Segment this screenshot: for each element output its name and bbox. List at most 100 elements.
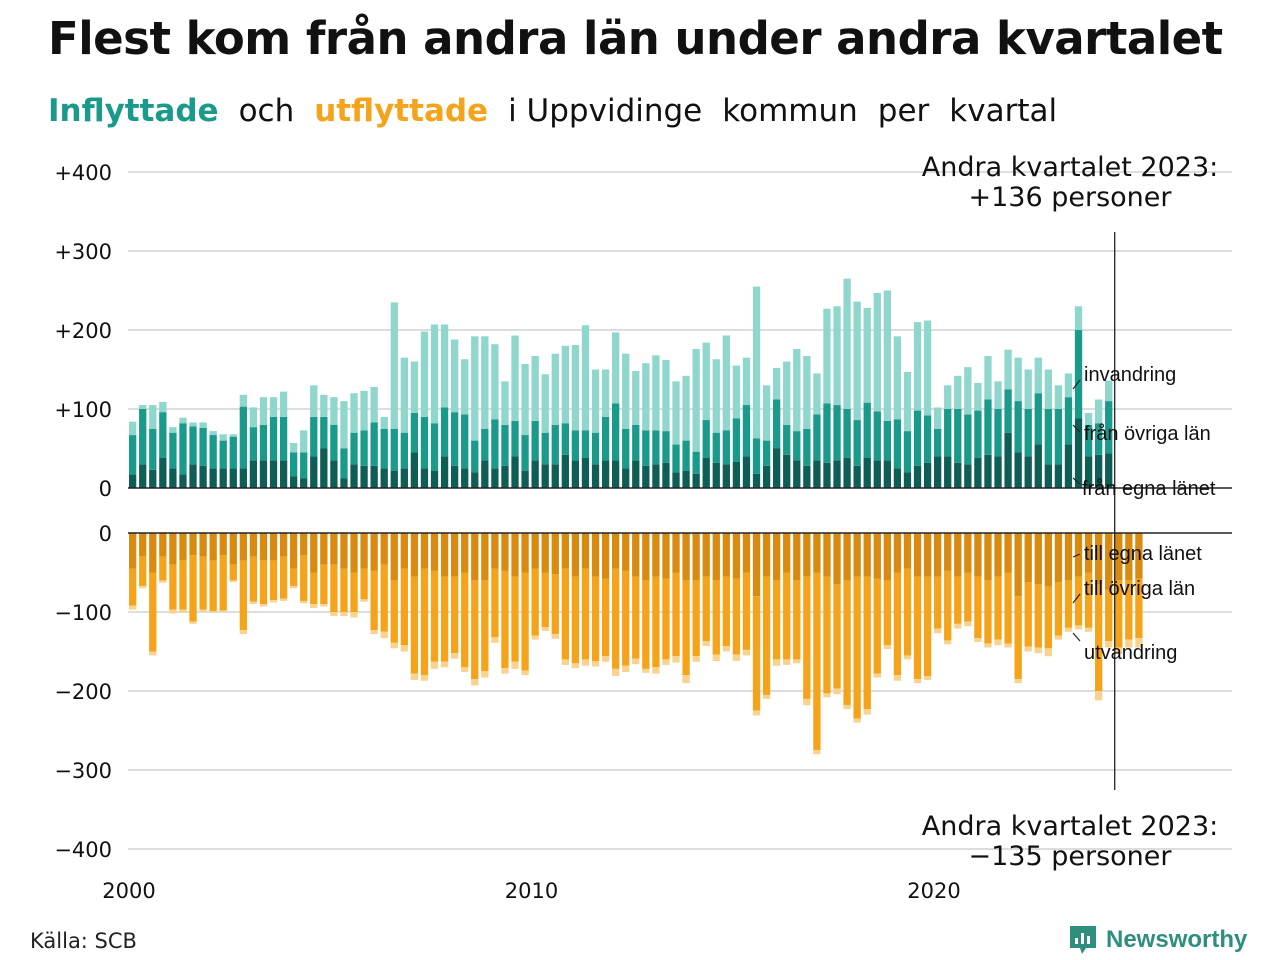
- annotation-top-line1: Andra kvartalet 2023:: [922, 152, 1218, 183]
- series-label-fran-egna-lanet-leader: [1072, 477, 1081, 485]
- inflow-bar-other: [561, 423, 569, 455]
- inflow-bar-other: [400, 432, 408, 469]
- chart-subtitle: Inflyttade och utflyttade i Uppvidinge kommu…: [48, 93, 1077, 129]
- outflow-bar-other: [853, 576, 861, 719]
- inflow-bar-own: [149, 469, 157, 488]
- inflow-bar-other: [843, 409, 851, 458]
- inflow-bar-abroad: [430, 324, 439, 424]
- inflow-bar-own: [964, 464, 972, 488]
- outflow-bar-other: [219, 555, 227, 611]
- outflow-bar-abroad: [833, 688, 841, 695]
- outflow-bar-own: [833, 533, 841, 585]
- outflow-bar-own: [712, 533, 720, 581]
- outflow-bar-own: [300, 533, 308, 556]
- inflow-bar-own: [320, 448, 328, 488]
- inflow-bar-other: [249, 427, 258, 461]
- inflow-bar-abroad: [803, 356, 811, 429]
- inflow-bar-own: [803, 465, 811, 488]
- outflow-bar-other: [1004, 572, 1012, 644]
- inflow-bar-other: [300, 452, 308, 479]
- inflow-bar-abroad: [974, 382, 982, 411]
- outflow-bar-own: [652, 533, 660, 577]
- inflow-bar-own: [229, 468, 237, 488]
- inflow-bar-own: [531, 460, 539, 488]
- outflow-bar-abroad: [793, 659, 801, 664]
- outflow-bar-other: [833, 584, 841, 689]
- outflow-bar-abroad: [923, 675, 932, 680]
- outflow-bar-own: [773, 533, 781, 581]
- outflow-bar-own: [642, 533, 650, 581]
- outflow-bar-other: [501, 570, 509, 669]
- outflow-bar-own: [581, 533, 590, 569]
- inflow-bar-own: [179, 474, 187, 488]
- inflow-bar-abroad: [1034, 357, 1042, 394]
- outflow-bar-abroad: [229, 580, 237, 582]
- inflow-bar-other: [752, 438, 761, 474]
- inflow-bar-other: [702, 420, 710, 458]
- outflow-bar-own: [934, 533, 942, 577]
- inflow-bar-abroad: [350, 393, 358, 433]
- outflow-bar-other: [762, 576, 771, 695]
- outflow-bar-own: [400, 533, 408, 569]
- outflow-bar-own: [279, 533, 288, 557]
- outflow-bar-abroad: [360, 599, 368, 602]
- inflow-bar-abroad: [481, 336, 489, 429]
- outflow-bar-own: [682, 533, 690, 581]
- outflow-bar-abroad: [712, 654, 720, 661]
- inflow-bar-other: [310, 416, 318, 457]
- outflow-bar-own: [591, 533, 600, 577]
- outflow-bar-abroad: [1095, 691, 1103, 701]
- inflow-bar-own: [823, 462, 831, 488]
- inflow-bar-other: [279, 416, 288, 461]
- inflow-bar-other: [1054, 409, 1063, 465]
- outflow-bar-own: [1024, 533, 1032, 582]
- outflow-bar-other: [773, 580, 781, 660]
- inflow-bar-abroad: [632, 371, 640, 425]
- outflow-bar-other: [330, 564, 338, 612]
- outflow-bar-abroad: [541, 627, 549, 631]
- outflow-bar-abroad: [934, 628, 942, 634]
- series-label-till-ovriga-lan-leader: [1072, 593, 1081, 604]
- outflow-bar-abroad: [652, 667, 660, 674]
- inflow-bar-other: [169, 432, 177, 469]
- outflow-bar-own: [249, 533, 258, 557]
- inflow-bar-abroad: [752, 286, 761, 439]
- outflow-bar-own: [954, 533, 962, 577]
- outflow-bar-own: [229, 533, 237, 565]
- inflow-bar-own: [300, 478, 308, 488]
- outflow-bar-own: [893, 533, 902, 573]
- inflow-bar-other: [833, 405, 841, 461]
- outflow-bar-other: [843, 580, 851, 706]
- outflow-bar-other: [692, 580, 700, 657]
- inflow-bar-other: [732, 418, 741, 462]
- outflow-bar-other: [521, 572, 529, 671]
- inflow-bar-other: [1074, 330, 1083, 419]
- outflow-bar-abroad: [601, 656, 610, 662]
- inflow-bar-other: [491, 419, 499, 469]
- inflow-bar-other: [199, 427, 207, 466]
- inflow-bar-own: [591, 464, 600, 488]
- inflow-bar-other: [591, 432, 600, 465]
- outflow-bar-other: [662, 578, 670, 660]
- inflow-bar-abroad: [159, 401, 167, 413]
- inflow-bar-other: [179, 423, 187, 475]
- outflow-bar-own: [863, 533, 871, 577]
- inflow-bar-own: [762, 465, 771, 488]
- y-tick-label-bottom: 0: [99, 522, 112, 546]
- inflow-bar-abroad: [833, 306, 841, 406]
- inflow-bar-own: [199, 465, 207, 488]
- outflow-bar-own: [913, 533, 922, 577]
- outflow-bar-abroad: [219, 610, 227, 612]
- inflow-bar-own: [451, 465, 459, 488]
- inflow-bar-other: [420, 416, 429, 469]
- outflow-bar-own: [169, 533, 177, 565]
- inflow-bar-other: [883, 420, 891, 461]
- outflow-bar-other: [732, 578, 741, 655]
- outflow-bar-own: [793, 533, 801, 581]
- series-label-utvandring-leader: [1072, 632, 1081, 642]
- inflow-bar-other: [622, 428, 630, 469]
- outflow-bar-other: [1084, 572, 1093, 628]
- inflow-bar-other: [612, 403, 620, 461]
- inflow-bar-other: [793, 431, 801, 461]
